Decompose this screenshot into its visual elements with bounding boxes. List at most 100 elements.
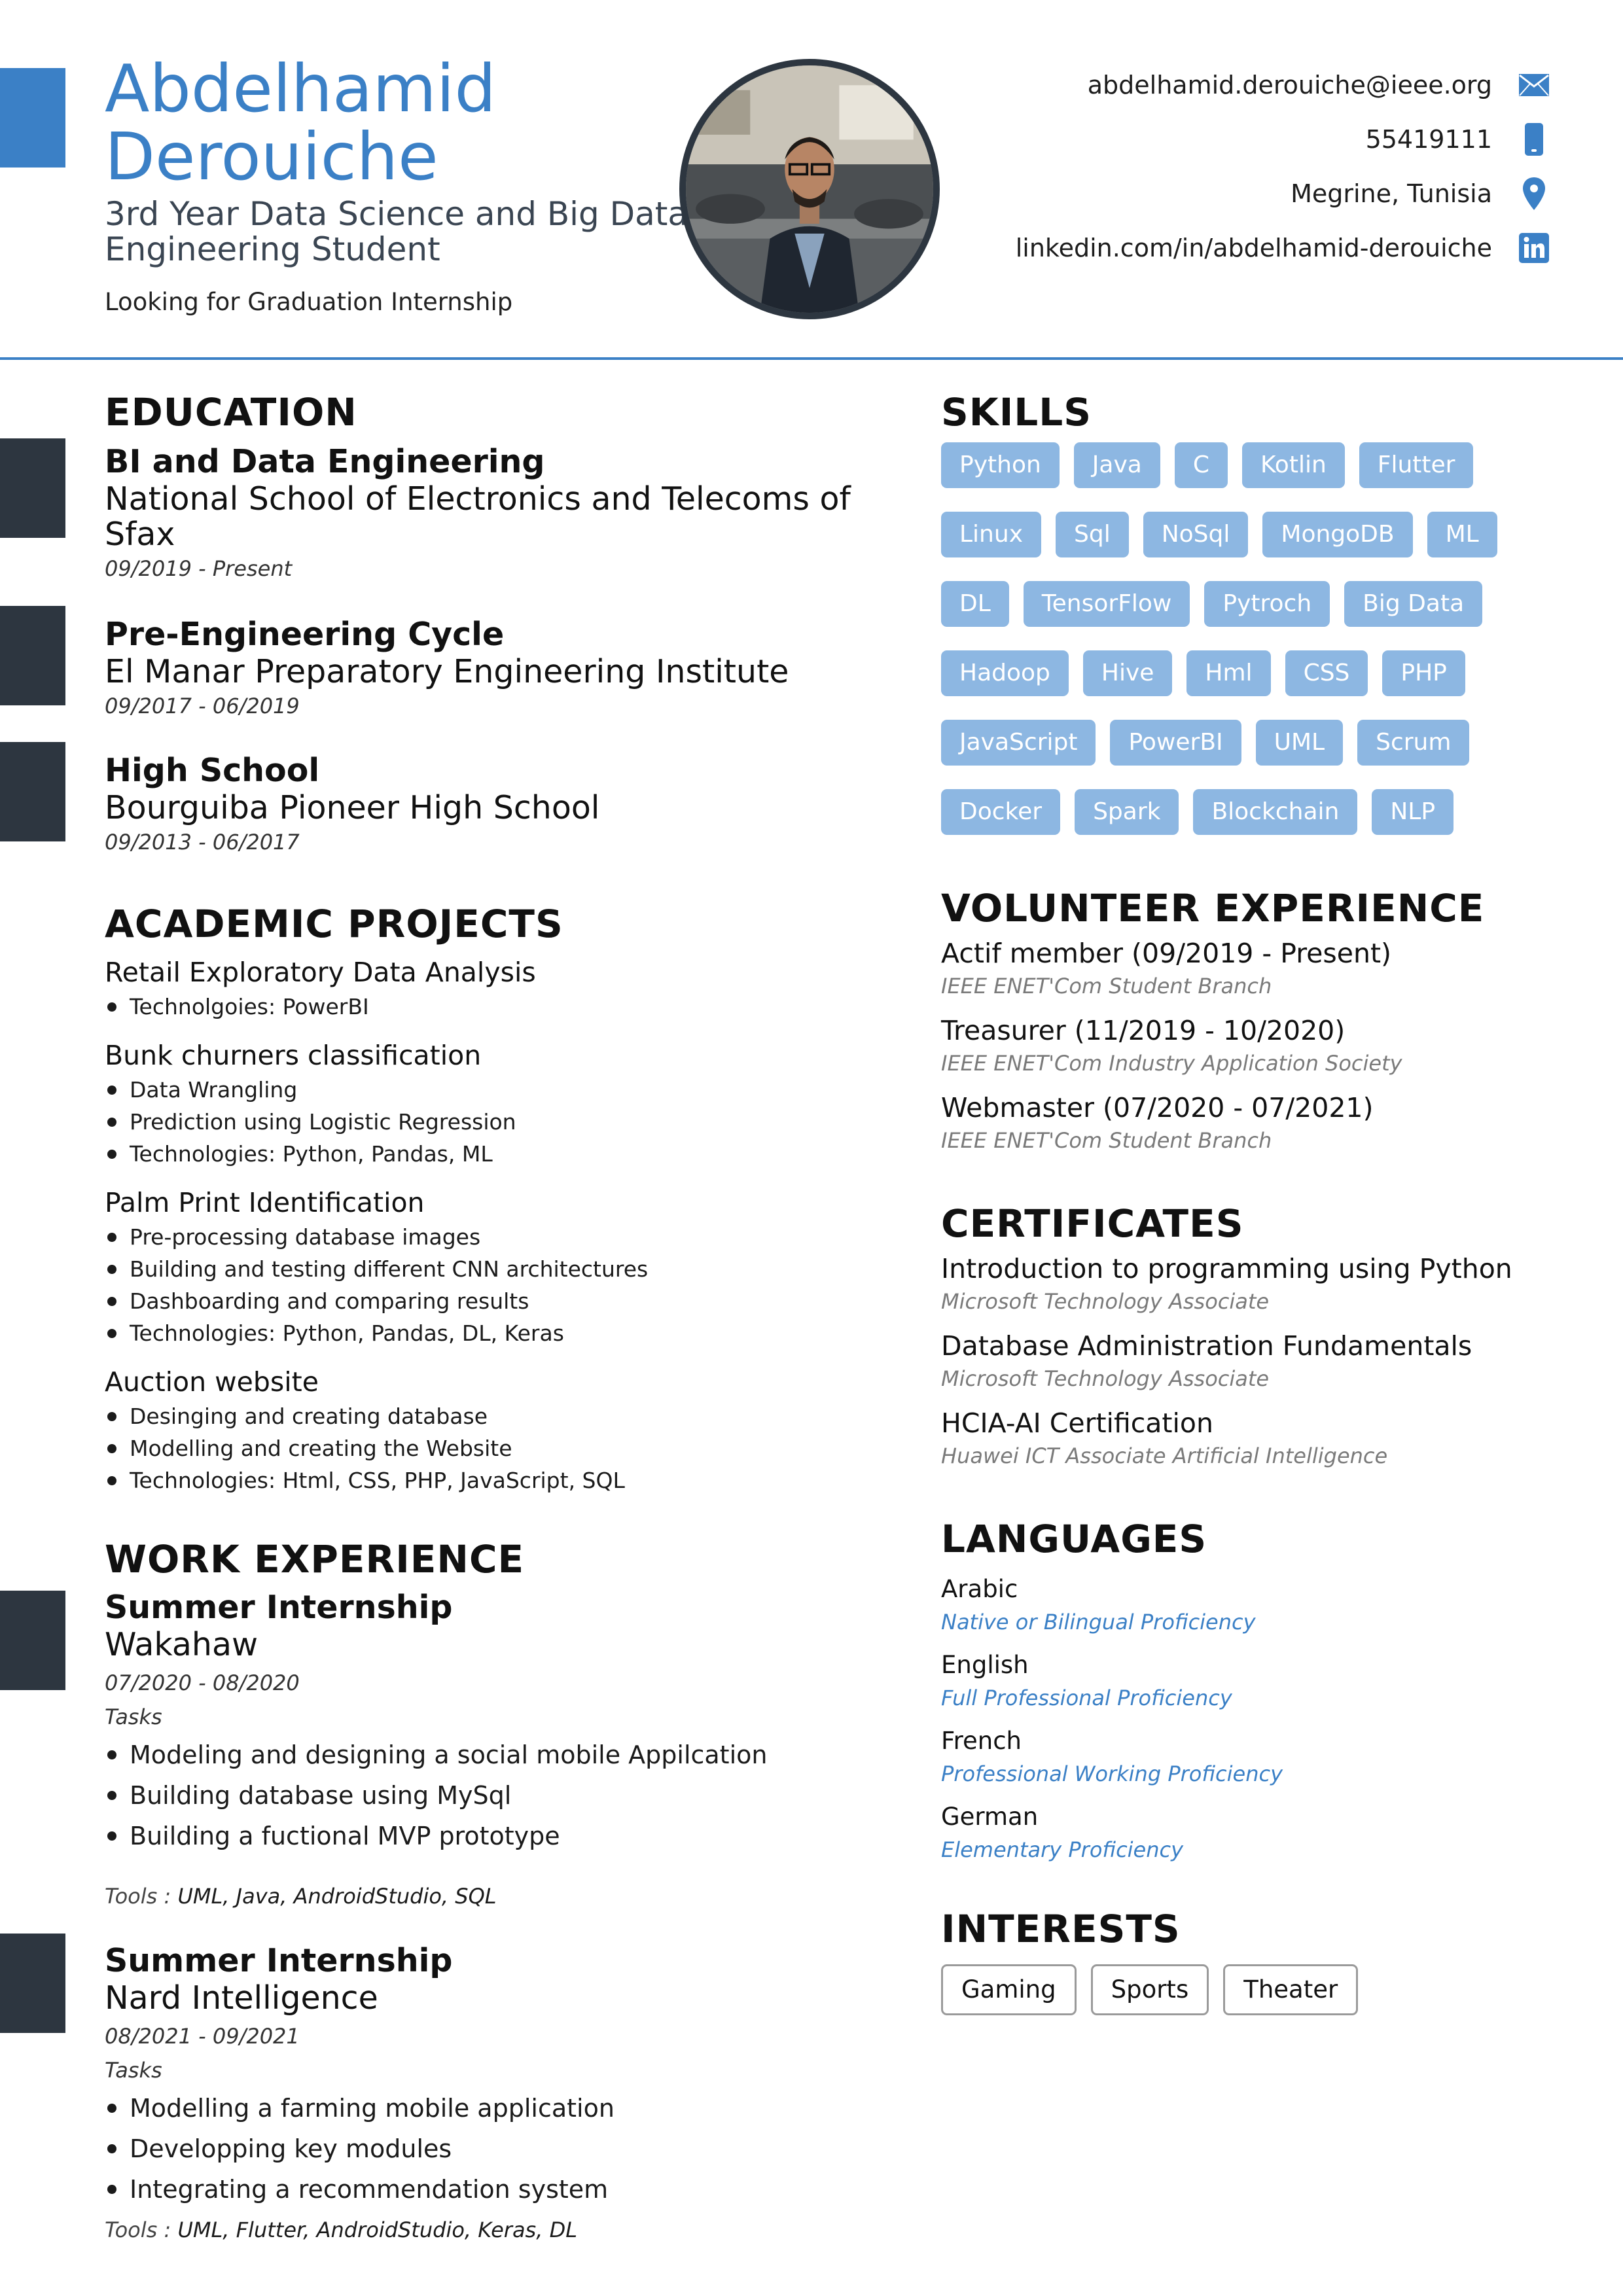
project-entry: Bunk churners classification Data Wrangl… xyxy=(105,1037,877,1170)
candidate-subtitle: 3rd Year Data Science and Big Data Engin… xyxy=(105,196,694,267)
tagline: Looking for Graduation Internship xyxy=(105,288,513,316)
degree-title: BI and Data Engineering xyxy=(105,443,545,480)
education-entry: BI and Data Engineering National School … xyxy=(0,438,877,585)
project-entry: Auction website Desinging and creating d… xyxy=(105,1364,877,1496)
skill-tag: DL xyxy=(941,581,1009,627)
contact-phone[interactable]: 55419111 xyxy=(897,112,1551,166)
skill-tag: Kotlin xyxy=(1241,442,1345,488)
volunteer-role: Webmaster (07/2020 - 07/2021) xyxy=(941,1092,1374,1123)
languages-heading: LANGUAGES xyxy=(941,1517,1207,1561)
certificate-item: HCIA-AI Certification Huawei ICT Associa… xyxy=(941,1404,1569,1470)
task-list: Modeling and designing a social mobile A… xyxy=(105,1735,877,1856)
work-heading: WORK EXPERIENCE xyxy=(105,1537,525,1581)
tools-value: UML, Java, AndroidStudio, SQL xyxy=(177,1884,497,1909)
volunteer-role: Actif member (09/2019 - Present) xyxy=(941,938,1392,969)
linkedin-text[interactable]: linkedin.com/in/abdelhamid-derouiche xyxy=(1015,233,1492,262)
certificate-issuer: Microsoft Technology Associate xyxy=(941,1289,1270,1314)
list-item: Building database using MySql xyxy=(105,1775,877,1816)
interest-tag: Sports xyxy=(1090,1964,1209,2015)
skill-tag: C xyxy=(1174,442,1228,488)
project-title: Auction website xyxy=(105,1366,319,1398)
skill-tag: UML xyxy=(1255,720,1344,766)
contact-email[interactable]: abdelhamid.derouiche@ieee.org xyxy=(897,58,1551,112)
company-name: Wakahaw xyxy=(105,1626,259,1663)
interests-list: Gaming Sports Theater xyxy=(941,1964,1569,2015)
tools-label: Tools : xyxy=(105,1884,171,1909)
skill-tag: Blockchain xyxy=(1193,789,1358,835)
entry-marker xyxy=(0,606,65,705)
task-list: Modelling a farming mobile application D… xyxy=(105,2088,877,2210)
interest-tag: Theater xyxy=(1223,1964,1359,2015)
skill-tag: CSS xyxy=(1285,650,1368,696)
language-name: English xyxy=(941,1651,1029,1679)
volunteer-item: Treasurer (11/2019 - 10/2020) IEEE ENET'… xyxy=(941,1012,1569,1077)
tools-line: Tools : UML, Java, AndroidStudio, SQL xyxy=(105,1880,877,1913)
skill-tag: Pytroch xyxy=(1204,581,1330,627)
list-item: Technologies: Html, CSS, PHP, JavaScript… xyxy=(105,1464,877,1496)
language-level: Elementary Proficiency xyxy=(941,1837,1184,1862)
linkedin-icon xyxy=(1517,231,1551,265)
subtitle-line: 3rd Year Data Science and Big Data xyxy=(105,195,688,233)
skill-tag: Scrum xyxy=(1357,720,1470,766)
list-item: Modelling and creating the Website xyxy=(105,1432,877,1464)
school-name: National School of Electronics and Telec… xyxy=(105,482,877,552)
right-column: SKILLS Python Java C Kotlin Flutter Linu… xyxy=(941,386,1569,2015)
skill-tag: Java xyxy=(1073,442,1160,488)
project-entry: Palm Print Identification Pre-processing… xyxy=(105,1184,877,1349)
education-entry: High School Bourguiba Pioneer High Schoo… xyxy=(0,742,877,858)
language-level: Professional Working Proficiency xyxy=(941,1761,1283,1786)
certificate-issuer: Microsoft Technology Associate xyxy=(941,1366,1270,1391)
job-entry: Summer Internship Nard Intelligence 08/2… xyxy=(0,1934,877,2246)
email-text[interactable]: abdelhamid.derouiche@ieee.org xyxy=(1087,70,1492,99)
job-entry: Summer Internship Wakahaw 07/2020 - 08/2… xyxy=(0,1588,877,1913)
phone-text[interactable]: 55419111 xyxy=(1365,124,1492,154)
list-item: Building a fuctional MVP prototype xyxy=(105,1816,877,1856)
company-name: Nard Intelligence xyxy=(105,1979,378,2017)
list-item: Prediction using Logistic Regression xyxy=(105,1106,877,1138)
location-pin-icon xyxy=(1517,177,1551,211)
phone-icon xyxy=(1517,122,1551,156)
skill-tag: Linux xyxy=(941,512,1041,557)
job-title: Summer Internship xyxy=(105,1589,453,1626)
skill-tag: Python xyxy=(941,442,1060,488)
project-title: Bunk churners classification xyxy=(105,1040,482,1071)
project-bullets: Technolgoies: PowerBI xyxy=(105,991,877,1023)
job-dates: 07/2020 - 08/2020 xyxy=(105,1670,300,1695)
language-item: German Elementary Proficiency xyxy=(941,1799,1569,1865)
project-bullets: Desinging and creating database Modellin… xyxy=(105,1400,877,1496)
tools-label: Tools : xyxy=(105,2217,171,2242)
skill-tag: Big Data xyxy=(1344,581,1483,627)
language-item: English Full Professional Proficiency xyxy=(941,1648,1569,1713)
first-name: Abdelhamid xyxy=(105,50,496,127)
list-item: Pre-processing database images xyxy=(105,1221,877,1253)
certificate-name: Database Administration Fundamentals xyxy=(941,1330,1472,1362)
volunteer-org: IEEE ENET'Com Industry Application Socie… xyxy=(941,1051,1402,1076)
certificate-name: Introduction to programming using Python xyxy=(941,1253,1512,1284)
skill-tag: PowerBI xyxy=(1110,720,1241,766)
list-item: Integrating a recommendation system xyxy=(105,2169,877,2210)
skill-tag: Spark xyxy=(1075,789,1179,835)
skill-tag: ML xyxy=(1427,512,1497,557)
certificates-heading: CERTIFICATES xyxy=(941,1201,1244,1246)
language-name: French xyxy=(941,1727,1022,1755)
contact-linkedin[interactable]: linkedin.com/in/abdelhamid-derouiche xyxy=(897,221,1551,275)
list-item: Modelling a farming mobile application xyxy=(105,2088,877,2128)
tasks-label: Tasks xyxy=(105,2058,162,2083)
project-bullets: Pre-processing database images Building … xyxy=(105,1221,877,1349)
skill-tag: PHP xyxy=(1382,650,1465,696)
list-item: Technologies: Python, Pandas, DL, Keras xyxy=(105,1317,877,1349)
school-name-line: Sfax xyxy=(105,516,175,553)
list-item: Data Wrangling xyxy=(105,1074,877,1106)
skill-tag: NLP xyxy=(1372,789,1454,835)
skill-tag: Hive xyxy=(1082,650,1173,696)
skills-heading: SKILLS xyxy=(941,390,1092,434)
language-item: French Professional Working Proficiency xyxy=(941,1723,1569,1789)
skills-list: Python Java C Kotlin Flutter Linux Sql N… xyxy=(941,442,1530,835)
entry-marker xyxy=(0,1934,65,2033)
candidate-name: Abdelhamid Derouiche xyxy=(105,55,681,191)
language-name: German xyxy=(941,1803,1039,1831)
volunteer-org: IEEE ENET'Com Student Branch xyxy=(941,974,1272,998)
job-dates: 08/2021 - 09/2021 xyxy=(105,2024,300,2049)
entry-marker xyxy=(0,1591,65,1690)
certificate-item: Database Administration Fundamentals Mic… xyxy=(941,1327,1569,1392)
